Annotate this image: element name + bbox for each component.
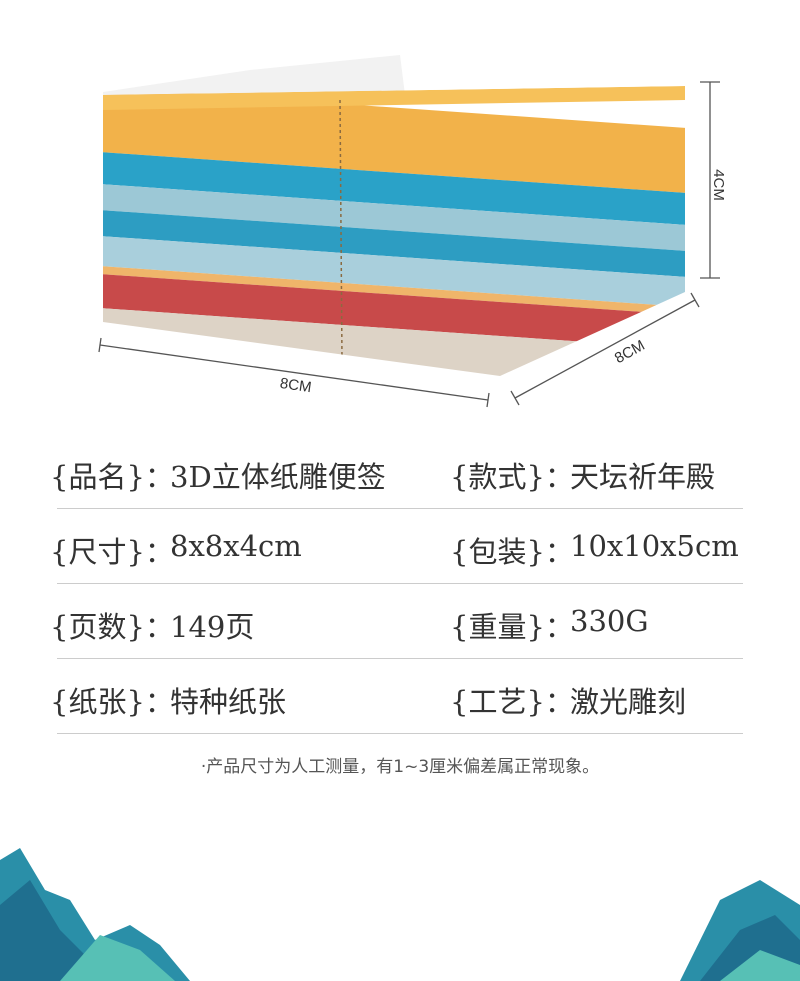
spec-label: {工艺}：: [450, 685, 574, 719]
spec-label: {重量}：: [450, 610, 574, 644]
spec-row: {页数}： 149页 {重量}： 330G: [50, 584, 743, 659]
spec-value: 激光雕刻: [570, 685, 687, 719]
spec-label: {款式}：: [450, 460, 574, 494]
height-label: 4CM: [710, 169, 727, 201]
spec-value: 特种纸张: [170, 685, 287, 719]
spec-value: 天坛祈年殿: [570, 460, 716, 494]
spec-row: {尺寸}： 8x8x4cm {包装}： 10x10x5cm: [50, 509, 743, 584]
spec-value: 8x8x4cm: [170, 529, 302, 563]
spec-value: 3D立体纸雕便签: [170, 460, 386, 494]
dimension-lines: [98, 81, 720, 408]
spec-value: 149页: [170, 610, 255, 644]
mountains-left: [0, 848, 190, 981]
spec-label: {尺寸}：: [50, 535, 174, 569]
spec-label: {页数}：: [50, 610, 174, 644]
spec-value: 10x10x5cm: [570, 529, 739, 563]
depth-label: 8CM: [612, 337, 648, 367]
spec-row: {纸张}： 特种纸张 {工艺}： 激光雕刻: [50, 659, 743, 734]
spec-label: {品名}：: [50, 460, 174, 494]
mountains-right: [680, 880, 800, 981]
spec-label: {纸张}：: [50, 685, 174, 719]
spec-label: {包装}：: [450, 535, 574, 569]
note: ·产品尺寸为人工测量，有1~3厘米偏差属正常现象。: [200, 757, 600, 777]
spec-row: {品名}： 3D立体纸雕便签 {款式}： 天坛祈年殿: [50, 434, 743, 509]
spec-value: 330G: [570, 604, 649, 638]
width-label: 8CM: [279, 375, 313, 396]
paper-stack: [103, 86, 685, 376]
